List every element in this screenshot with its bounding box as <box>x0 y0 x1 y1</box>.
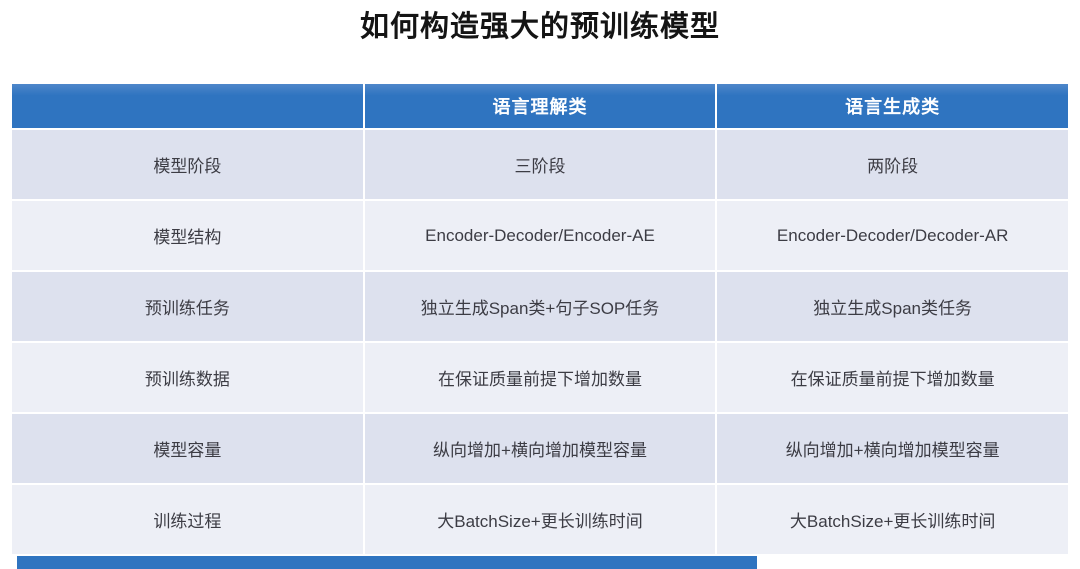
generation-cell: 在保证质量前提下增加数量 <box>717 343 1068 412</box>
partial-next-table-header-bar <box>17 556 757 569</box>
column-header-empty <box>12 84 363 128</box>
understanding-cell: 三阶段 <box>364 130 716 199</box>
understanding-cell: 纵向增加+横向增加模型容量 <box>364 414 716 483</box>
generation-cell: 纵向增加+横向增加模型容量 <box>717 414 1068 483</box>
page-title: 如何构造强大的预训练模型 <box>359 11 720 43</box>
row-label-cell: 模型结构 <box>12 201 363 270</box>
pretrain-comparison-table: 语言理解类 语言生成类 模型阶段 三阶段 两阶段 模型结构 Encoder-De… <box>12 84 1068 554</box>
row-label-cell: 模型阶段 <box>12 130 363 199</box>
row-label-cell: 模型容量 <box>12 414 363 483</box>
row-label-cell: 预训练任务 <box>12 272 363 341</box>
generation-cell: 独立生成Span类任务 <box>717 272 1068 341</box>
row-label-cell: 训练过程 <box>12 485 363 554</box>
understanding-cell: 独立生成Span类+句子SOP任务 <box>364 272 716 341</box>
row-label-cell: 预训练数据 <box>12 343 363 412</box>
generation-cell: 两阶段 <box>717 130 1068 199</box>
understanding-cell: 大BatchSize+更长训练时间 <box>364 485 716 554</box>
generation-cell: 大BatchSize+更长训练时间 <box>717 485 1068 554</box>
understanding-cell: 在保证质量前提下增加数量 <box>364 343 716 412</box>
column-header-understanding: 语言理解类 <box>364 84 716 128</box>
column-header-generation: 语言生成类 <box>717 84 1068 128</box>
generation-cell: Encoder-Decoder/Decoder-AR <box>717 201 1068 270</box>
understanding-cell: Encoder-Decoder/Encoder-AE <box>364 201 716 270</box>
